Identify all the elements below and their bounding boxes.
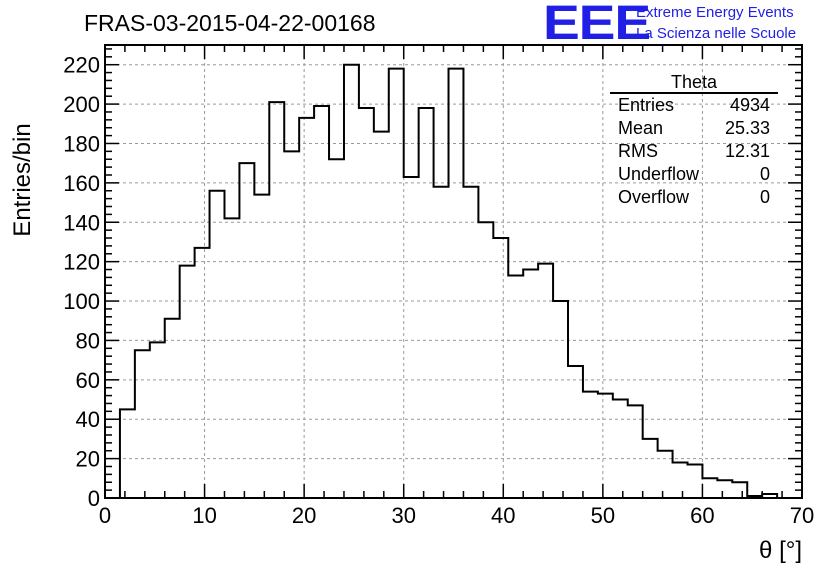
chart-title: FRAS-03-2015-04-22-00168	[84, 10, 376, 36]
stat-value: 4934	[729, 95, 770, 115]
stat-label: Underflow	[618, 164, 700, 184]
x-tick-label: 10	[192, 503, 216, 528]
stat-label: Entries	[618, 95, 675, 115]
y-tick-label: 120	[63, 250, 100, 275]
y-tick-label: 180	[63, 131, 100, 156]
y-tick-label: 60	[76, 368, 100, 393]
x-tick-label: 0	[99, 503, 111, 528]
y-tick-label: 220	[63, 53, 100, 78]
y-tick-label: 0	[88, 486, 100, 511]
grid-lines	[105, 45, 802, 498]
stat-value: 0	[759, 187, 770, 207]
stats-box-title: Theta	[610, 72, 778, 94]
x-axis: 0 10 20 30 40 50 60 70	[99, 45, 814, 528]
stat-label: RMS	[618, 141, 658, 161]
y-tick-label: 80	[76, 328, 100, 353]
y-tick-label: 40	[76, 407, 100, 432]
histogram-series	[118, 63, 779, 498]
y-axis: 0 20 40 60 80 100 120 140 160 180 200 220	[63, 48, 802, 511]
eee-logo: EEE	[543, 0, 651, 50]
stat-row-underflow: Underflow 0	[610, 163, 778, 186]
x-tick-label: 50	[591, 503, 615, 528]
org-name-line2: La Scienza nelle Scuole	[636, 25, 797, 42]
plot-frame	[104, 44, 803, 499]
stat-row-mean: Mean 25.33	[610, 117, 778, 140]
x-tick-label: 20	[292, 503, 316, 528]
y-axis-label: Entries/bin	[9, 123, 36, 236]
stat-row-entries: Entries 4934	[610, 94, 778, 117]
y-tick-label: 200	[63, 92, 100, 117]
x-tick-label: 40	[491, 503, 515, 528]
stat-label: Overflow	[618, 187, 690, 207]
y-tick-label: 140	[63, 210, 100, 235]
x-tick-label: 60	[690, 503, 714, 528]
stats-box: Theta Entries 4934 Mean 25.33 RMS 12.31 …	[610, 72, 778, 209]
stat-label: Mean	[618, 118, 664, 138]
org-name-line1: Extreme Energy Events	[636, 4, 794, 21]
y-tick-label: 160	[63, 171, 100, 196]
y-tick-label: 100	[63, 289, 100, 314]
x-axis-label: θ [°]	[759, 537, 802, 564]
x-tick-label: 30	[391, 503, 415, 528]
y-tick-label: 20	[76, 447, 100, 472]
stat-value: 12.31	[724, 141, 770, 161]
stat-value: 25.33	[724, 118, 770, 138]
stat-value: 0	[759, 164, 770, 184]
stat-row-overflow: Overflow 0	[610, 186, 778, 209]
x-tick-label: 70	[790, 503, 814, 528]
stat-row-rms: RMS 12.31	[610, 140, 778, 163]
